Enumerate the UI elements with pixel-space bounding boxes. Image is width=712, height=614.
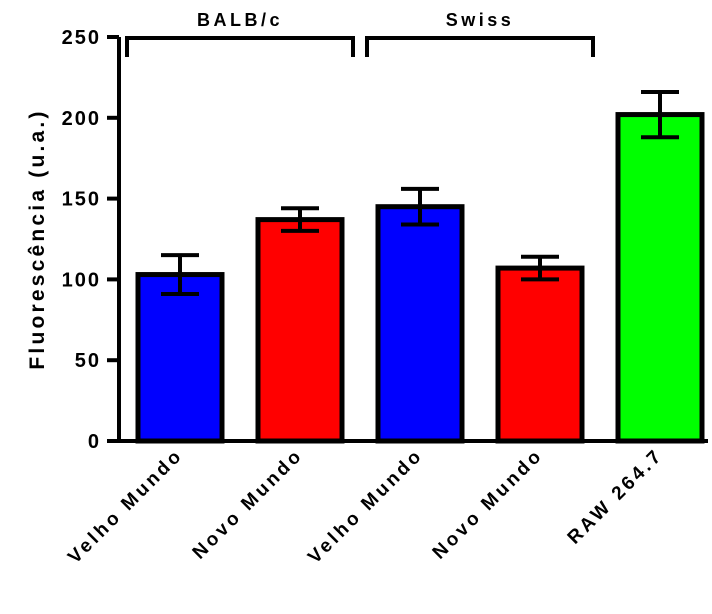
- group-bracket: [125, 36, 355, 57]
- bar: [255, 217, 345, 444]
- x-tick-label: Novo Mundo: [429, 445, 548, 564]
- bars-group: [135, 89, 705, 444]
- bar: [135, 272, 225, 444]
- y-tick-label: 100: [62, 269, 101, 291]
- group-label: Swiss: [446, 10, 515, 30]
- y-tick-label: 0: [88, 431, 101, 453]
- group-brackets: BALB/c Swiss: [125, 10, 595, 57]
- y-tick-label: 50: [75, 350, 101, 372]
- bar: [375, 204, 465, 444]
- x-tick-label: Velho Mundo: [64, 445, 187, 568]
- y-tick-label: 250: [62, 27, 101, 49]
- y-axis: 0 50 100 150 200 250: [62, 27, 121, 453]
- y-tick-label: 150: [62, 189, 101, 211]
- y-tick-label: 200: [62, 108, 101, 130]
- y-axis-label: Fluorescência (u.a.): [26, 108, 49, 369]
- group-bracket: [365, 36, 595, 57]
- x-tick-label: Velho Mundo: [304, 445, 427, 568]
- x-tick-label: RAW 264.7: [564, 445, 668, 549]
- bar: [495, 265, 585, 444]
- bar: [615, 112, 705, 444]
- x-tick-label: Novo Mundo: [189, 445, 308, 564]
- group-label: BALB/c: [197, 10, 283, 30]
